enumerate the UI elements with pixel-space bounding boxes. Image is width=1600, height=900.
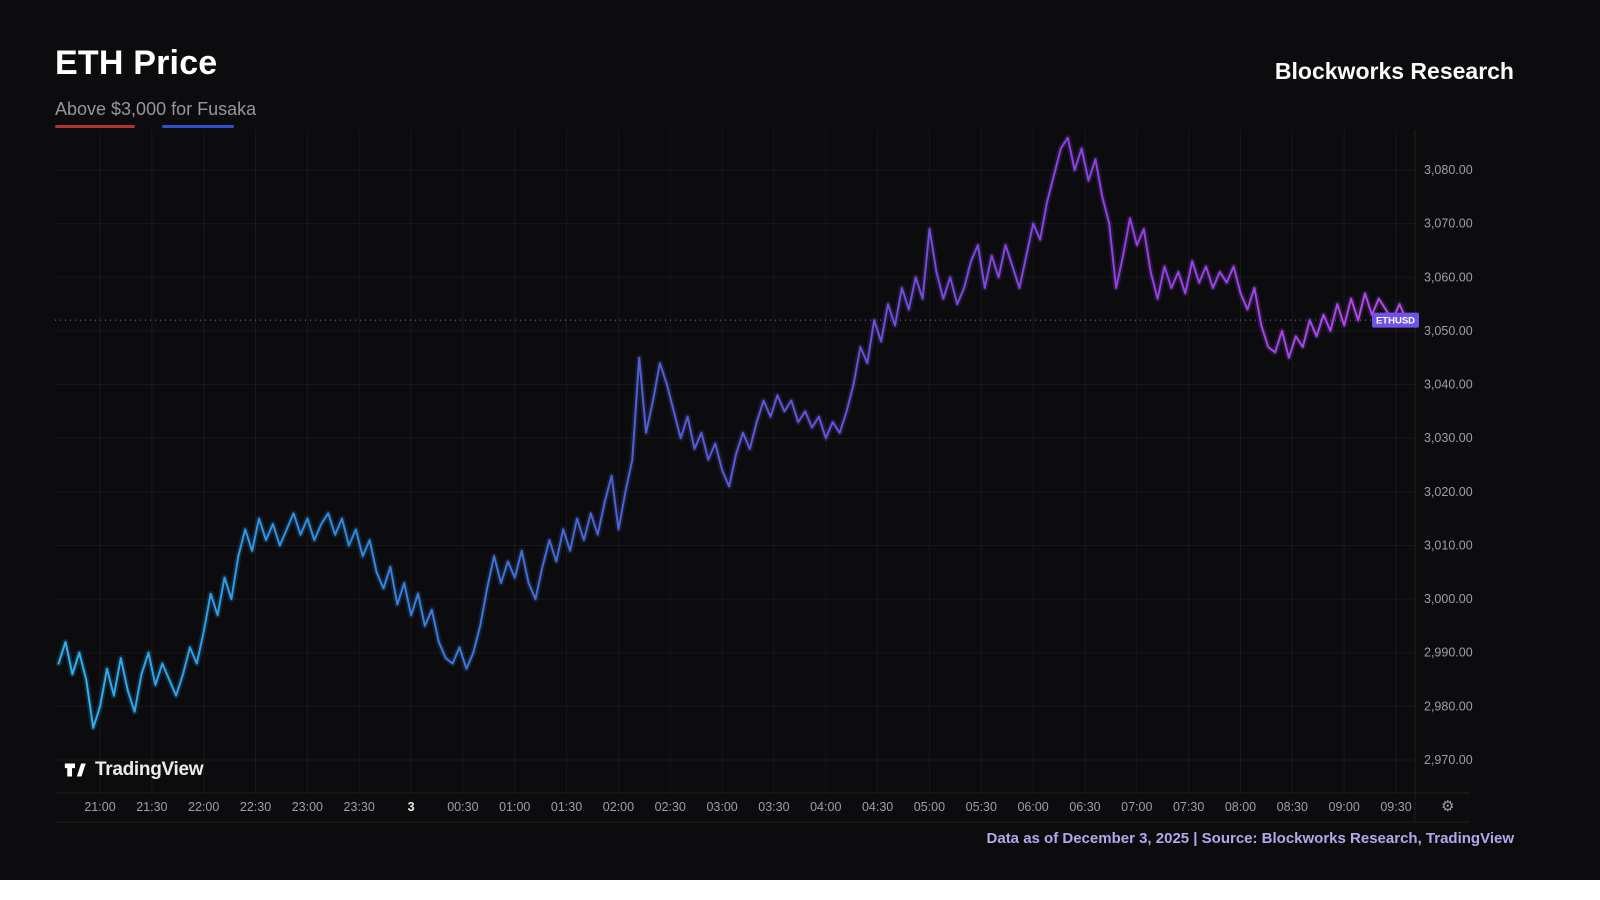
time-axis-label: 08:00 [1225,800,1256,814]
price-axis-label: 3,080.00 [1424,163,1473,177]
time-axis-label: 08:30 [1277,800,1308,814]
price-axis-label: 3,010.00 [1424,538,1473,552]
time-axis-label: 09:00 [1329,800,1360,814]
time-axis-label: 23:30 [344,800,375,814]
symbol-badge-label: ETHUSD [1376,316,1415,327]
time-axis-label: 21:00 [84,800,115,814]
tradingview-label: TradingView [95,759,204,780]
price-axis-label: 3,070.00 [1424,217,1473,231]
tradingview-icon [63,758,87,782]
price-axis-label: 3,020.00 [1424,485,1473,499]
time-axis-label: 06:30 [1069,800,1100,814]
time-axis-label: 04:30 [862,800,893,814]
time-axis-label: 01:00 [499,800,530,814]
time-axis-label: 04:00 [810,800,841,814]
time-axis[interactable]: 21:00 21:30 22:00 22:30 23:00 23:30 3 00:30 01:0… [84,800,1411,814]
price-axis-label: 3,050.00 [1424,324,1473,338]
time-axis-label: 07:30 [1173,800,1204,814]
price-line-symbol-badge: ETHUSD [1372,312,1419,328]
time-axis-label: 02:30 [655,800,686,814]
price-axis-label: 3,060.00 [1424,270,1473,284]
page-subtitle: Above $3,000 for Fusaka [55,99,257,119]
series-line-glow [55,134,1410,731]
price-axis-label: 3,030.00 [1424,431,1473,445]
price-axis-label: 2,980.00 [1424,699,1473,713]
time-axis-label: 07:00 [1121,800,1152,814]
source-caption: Data as of December 3, 2025 | Source: Bl… [986,830,1514,847]
legend-dash-blue [162,125,234,128]
legend-dash-red [55,125,135,128]
price-axis-label: 2,970.00 [1424,753,1473,767]
time-axis-label: 06:00 [1017,800,1048,814]
time-axis-label: 01:30 [551,800,582,814]
time-axis-label: 00:30 [447,800,478,814]
bottom-strip [0,880,1600,900]
time-axis-label: 03:00 [706,800,737,814]
time-axis-label: 23:00 [292,800,323,814]
time-axis-label: 03:30 [758,800,789,814]
price-axis-label: 2,990.00 [1424,646,1473,660]
series-line [57,136,1408,729]
time-axis-label: 3 [408,800,415,814]
time-axis-label: 21:30 [136,800,167,814]
price-axis-label: 3,040.00 [1424,378,1473,392]
time-axis-label: 09:30 [1380,800,1411,814]
page-title: ETH Price [55,44,218,82]
price-axis[interactable]: 3,080.00 3,070.00 3,060.00 3,050.00 3,040.00… [1424,163,1473,767]
axis-borders [55,130,1470,823]
eth-price-series [55,134,1410,731]
time-axis-label: 22:30 [240,800,271,814]
time-axis-label: 02:00 [603,800,634,814]
time-axis-label: 22:00 [188,800,219,814]
tradingview-logo[interactable]: TradingView [63,758,204,782]
time-axis-label: 05:00 [914,800,945,814]
time-axis-label: 05:30 [966,800,997,814]
gear-icon[interactable]: ⚙ [1441,798,1455,815]
price-axis-label: 3,000.00 [1424,592,1473,606]
brand-logo-text: Blockworks Research [1274,58,1514,84]
symbol-badge-bg[interactable] [1372,312,1419,328]
